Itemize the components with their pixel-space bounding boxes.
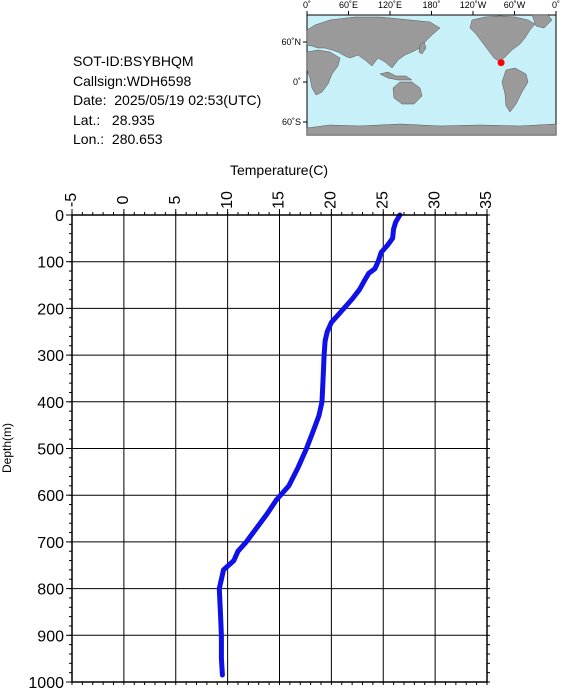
callsign-text: Callsign:WDH6598: [73, 72, 192, 89]
x-tick-labels: -5 0 5 10 15 20 25 30 35: [63, 191, 495, 209]
map-lon-label: 120˚W: [460, 0, 487, 10]
x-tick-label: 10: [219, 191, 236, 209]
map-longitude-labels: 0˚ 60˚E 120˚E 180˚ 120˚W 60˚W 0˚: [303, 0, 560, 10]
x-axis-label: Temperature(C): [230, 162, 328, 178]
x-tick-label: 35: [478, 191, 495, 209]
map-lon-label: 0˚: [303, 0, 311, 10]
date-text: Date: 2025/05/19 02:53(UTC): [73, 92, 262, 108]
map-lon-label: 120˚E: [378, 0, 402, 10]
y-tick-label: 100: [37, 255, 64, 272]
y-axis-label: Depth(m): [0, 423, 14, 473]
map-lat-label: 60˚N: [281, 37, 301, 47]
y-tick-label: 500: [37, 442, 64, 459]
lat-text: Lat.: 28.935: [73, 111, 155, 128]
land-greenland: [531, 14, 553, 29]
y-tick-label: 800: [37, 582, 64, 599]
x-tick-label: -5: [63, 193, 80, 207]
float-info: SOT-ID:BSYBHQM Callsign:WDH6598 Date: 20…: [73, 52, 261, 150]
land-antarctica: [306, 123, 557, 136]
sot-id-text: SOT-ID:BSYBHQM: [73, 53, 194, 69]
map-lat-label: 0˚: [293, 77, 301, 87]
map-lon-label: 180˚: [422, 0, 440, 10]
y-tick-label: 0: [55, 208, 64, 225]
plot-frame: [71, 214, 488, 683]
y-tick-label: 300: [37, 348, 64, 365]
land-south-america: [501, 67, 529, 113]
y-tick-label: 400: [37, 395, 64, 412]
land-europe-asia: [306, 16, 441, 69]
location-map: 0˚ 60˚E 120˚E 180˚ 120˚W 60˚W 0˚ 60˚N 0˚ 60˚S: [281, 0, 560, 136]
map-lon-label: 0˚: [552, 0, 560, 10]
float-location-marker: [497, 59, 505, 67]
chart-grid: [71, 214, 488, 683]
land-indonesia: [379, 71, 413, 81]
y-tick-label: 200: [37, 301, 64, 318]
x-tick-label: 0: [115, 195, 132, 204]
temperature-profile-line: [216, 212, 403, 678]
x-tick-label: 25: [374, 191, 391, 209]
land-japan: [418, 41, 427, 55]
map-land: [306, 14, 557, 136]
map-tick-marks: [303, 11, 557, 123]
map-lon-label: 60˚E: [339, 0, 358, 10]
y-tick-labels: 0 100 200 300 400 500 600 700 800 900 1000: [28, 208, 64, 690]
chart-tick-marks: [66, 209, 490, 685]
land-africa: [306, 49, 341, 96]
y-tick-label: 900: [37, 628, 64, 645]
x-tick-label: 20: [323, 191, 340, 209]
map-latitude-labels: 60˚N 0˚ 60˚S: [281, 37, 301, 127]
map-lat-label: 60˚S: [282, 117, 301, 127]
y-tick-label: 700: [37, 535, 64, 552]
y-tick-label: 600: [37, 488, 64, 505]
x-tick-label: 30: [426, 191, 443, 209]
map-lon-label: 60˚W: [504, 0, 526, 10]
x-tick-label: 5: [167, 195, 184, 204]
y-tick-label: 1000: [28, 675, 64, 690]
land-australia: [392, 81, 423, 105]
lon-text: Lon.: 280.653: [73, 131, 163, 147]
land-north-america: [469, 15, 536, 63]
x-tick-label: 15: [271, 191, 288, 209]
